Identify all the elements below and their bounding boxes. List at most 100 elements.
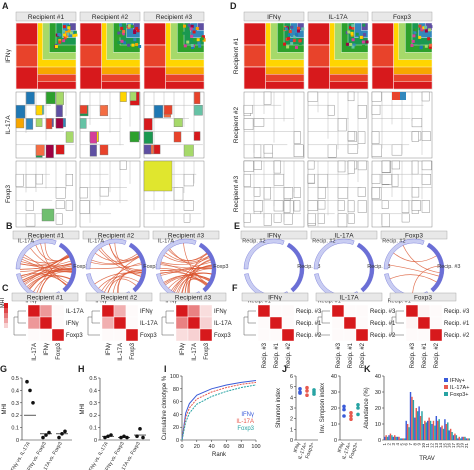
heatmap-cell: [101, 304, 115, 318]
treemap-cell-tile: [253, 160, 262, 170]
heatmap-cell: [199, 316, 213, 330]
heatmap-row-label: Foxp3: [214, 333, 231, 339]
treemap-cell-tile: [66, 32, 70, 36]
heatmap-title-bg: [159, 292, 227, 302]
treemap-cell-tile: [273, 213, 282, 223]
heatmap-col-label: IFNγ: [180, 343, 186, 356]
heatmap-row-label: Recip. #2: [370, 333, 396, 339]
heatmap-col-label: IL-17A: [118, 343, 124, 361]
treemap-cell-tile: [193, 104, 203, 116]
treemap-cell-tile: [117, 31, 121, 35]
treemap-cell-tile: [131, 43, 135, 47]
treemap-cell-tile: [412, 34, 416, 38]
treemap-cell-tile: [357, 187, 366, 197]
bar: [418, 406, 420, 440]
colorbar-step: [4, 303, 8, 308]
panel-letter-b: B: [6, 221, 13, 231]
treemap-cell-tile: [183, 173, 194, 187]
treemap-cell-tile: [371, 173, 381, 184]
panel-letter-h: H: [78, 364, 85, 374]
heatmap-col-label: Recip. #2: [286, 342, 292, 368]
data-point: [57, 435, 61, 440]
chord-segment-label: Foxp3: [143, 264, 158, 270]
bar: [424, 420, 426, 440]
treemap-cell-tile: [421, 160, 432, 171]
heatmap-cell: [39, 304, 53, 318]
panel-k-y-tick-label: 20: [375, 406, 381, 412]
bar: [425, 422, 427, 440]
bar: [467, 438, 469, 440]
treemap-cell-tile: [307, 213, 316, 224]
data-point: [141, 435, 145, 440]
heatmap-col-label: Foxp3: [56, 342, 62, 359]
treemap-cell-tile: [290, 25, 294, 29]
chord-ring-segment: [58, 242, 77, 293]
heatmap-cell: [281, 304, 295, 318]
treemap-cell-tile: [351, 45, 355, 49]
treemap-cell-tile: [253, 187, 261, 197]
data-point: [298, 387, 302, 391]
bar: [416, 411, 419, 440]
panel-i-x-tick-label: 20: [194, 444, 200, 450]
chord-link: [160, 257, 210, 266]
treemap-tile: [143, 160, 173, 192]
chord-link: [160, 261, 212, 274]
treemap-cell-tile: [391, 173, 399, 187]
treemap-cell-tile: [55, 91, 64, 105]
bar: [444, 419, 446, 440]
treemap-cell-tile: [182, 31, 186, 35]
heatmap-col-label: IL-17A: [32, 343, 38, 361]
treemap-cell-tile: [191, 45, 195, 49]
x-tick-label: 19: [460, 443, 465, 449]
x-tick-label: 7: [408, 443, 413, 446]
heatmap-row-label: Recip. #3: [444, 309, 470, 315]
treemap-cell-tile: [196, 38, 200, 42]
treemap-cell-tile: [428, 28, 432, 32]
treemap-cell-tile: [317, 187, 326, 199]
panel-i-x-tick-label: 100: [251, 444, 260, 450]
panel-j-simpson-y-label: Inv. Simpson index: [320, 383, 326, 433]
heatmap-title-bg: [389, 292, 457, 302]
treemap-cell-tile: [381, 160, 391, 173]
heatmap-cell: [417, 304, 431, 318]
heatmap-cell: [39, 316, 53, 330]
bar: [408, 427, 410, 440]
heatmap-dendrogram: [87, 310, 100, 336]
panel-i-x-label: Rank: [212, 452, 227, 458]
treemap-cell-tile: [283, 200, 291, 213]
panel-h-y-tick-label: 0: [94, 438, 97, 444]
chord-link: [20, 273, 67, 285]
treemap-tile: [392, 92, 400, 100]
chord-segment-label: Foxp3: [73, 264, 88, 270]
column-header-bg: [15, 11, 77, 22]
chord-segment-label: IFNγ: [165, 299, 177, 305]
bar: [439, 427, 442, 440]
x-tick-label: 18: [455, 443, 460, 449]
colorbar-step: [4, 318, 8, 323]
treemap-cell-tile: [54, 45, 58, 49]
panel-c-heatmaps: C Recipient #1 IL-17A IL-17A IFNγ IFNγ Foxp3 Fo…: [0, 283, 232, 361]
treemap-cell-tile: [163, 104, 173, 115]
treemap-cell-tile: [287, 37, 291, 41]
chord-link: [26, 274, 71, 287]
heatmap-cell: [125, 316, 139, 330]
treemap-cell-tile: [401, 213, 410, 223]
treemap-cell-tile: [99, 104, 109, 117]
heatmap-dendrogram: [161, 310, 174, 336]
bar: [399, 438, 402, 440]
bar: [438, 419, 440, 440]
row-label: Recipient #3: [233, 176, 240, 213]
treemap-cell-tile: [411, 131, 419, 142]
heatmap-title-bg: [11, 292, 79, 302]
treemap-cell-tile: [133, 31, 137, 35]
bar: [448, 430, 450, 440]
treemap-cell-tile: [69, 31, 73, 35]
chord-link: [89, 264, 142, 270]
treemap-cell-tile: [337, 200, 345, 211]
chord-segment-label: IFNγ: [95, 299, 107, 305]
heatmap-cell: [175, 304, 189, 318]
panel-g-y-tick-label: 0.3: [11, 401, 19, 407]
bar: [388, 435, 390, 440]
heatmap-cell: [281, 316, 295, 330]
chord-link: [165, 252, 207, 262]
